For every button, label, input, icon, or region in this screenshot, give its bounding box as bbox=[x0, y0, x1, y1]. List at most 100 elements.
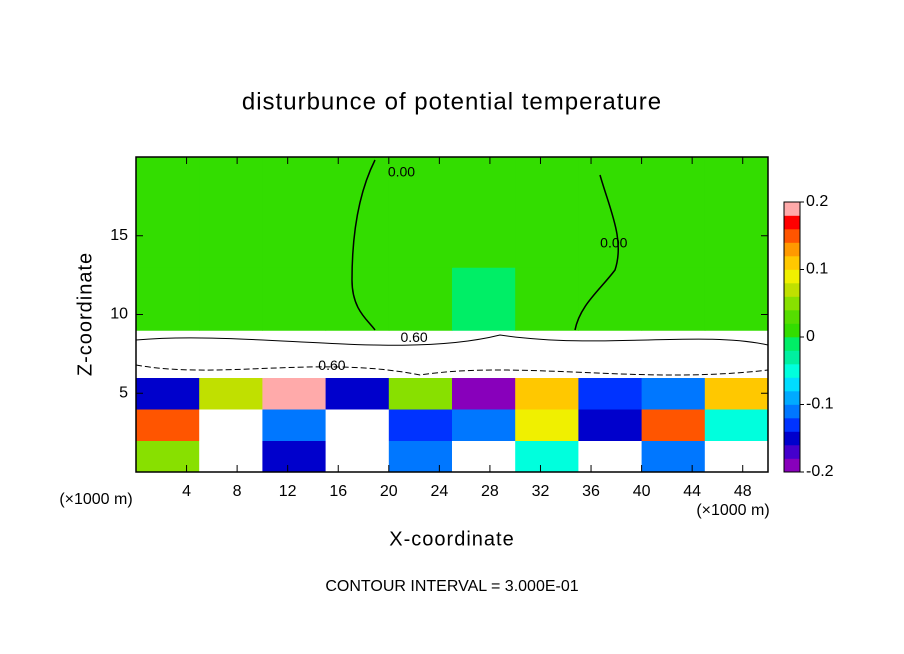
cell bbox=[388, 409, 453, 441]
cell bbox=[388, 440, 453, 473]
cell bbox=[641, 346, 706, 378]
cell bbox=[325, 346, 390, 378]
cell bbox=[515, 330, 579, 347]
colorbar-swatch bbox=[784, 391, 800, 405]
x-tick-label: 20 bbox=[380, 483, 398, 500]
cell bbox=[388, 377, 453, 410]
colorbar-swatch bbox=[784, 215, 800, 230]
x-tick-label: 12 bbox=[279, 483, 297, 500]
contour-label: 0.00 bbox=[388, 163, 415, 179]
cell bbox=[515, 346, 579, 378]
cell bbox=[515, 409, 579, 441]
cell bbox=[452, 440, 516, 473]
cell bbox=[388, 157, 453, 268]
contour-label: 0.60 bbox=[318, 357, 345, 373]
cell bbox=[199, 440, 263, 473]
x-unit-right: (×1000 m) bbox=[696, 502, 769, 519]
contour-label: 0.00 bbox=[600, 234, 627, 250]
cell bbox=[325, 440, 390, 473]
cell bbox=[262, 267, 327, 331]
cell bbox=[199, 377, 263, 410]
cell bbox=[641, 409, 706, 441]
x-axis-label: X-coordinate bbox=[389, 528, 514, 550]
cell bbox=[515, 440, 579, 473]
cell bbox=[262, 330, 327, 347]
cell bbox=[136, 377, 200, 410]
cell bbox=[136, 440, 200, 473]
cell bbox=[704, 157, 769, 268]
colorbar-swatch bbox=[784, 445, 800, 459]
colorbar-swatch bbox=[784, 229, 800, 243]
y-tick-label: 5 bbox=[119, 384, 128, 401]
cell bbox=[578, 440, 643, 473]
colorbar-swatch bbox=[784, 404, 800, 419]
cell bbox=[199, 409, 263, 441]
colorbar-tick-label: 0.1 bbox=[806, 261, 828, 278]
cell bbox=[388, 346, 453, 378]
cell bbox=[641, 330, 706, 347]
cell bbox=[578, 157, 643, 268]
cell bbox=[641, 267, 706, 331]
colorbar-swatch bbox=[784, 364, 800, 378]
colorbar-tick-label: -0.2 bbox=[806, 463, 834, 480]
colorbar-swatch bbox=[784, 337, 800, 351]
annotations: 0.00 0.00 0.60 0.60 bbox=[318, 163, 627, 373]
colorbar-swatch bbox=[784, 269, 800, 284]
cell bbox=[452, 409, 516, 441]
cell bbox=[452, 267, 516, 331]
x-tick-label: 16 bbox=[329, 483, 347, 500]
cell bbox=[325, 409, 390, 441]
cell bbox=[388, 267, 453, 331]
x-tick-label: 48 bbox=[734, 483, 752, 500]
cell bbox=[578, 267, 643, 331]
cell bbox=[578, 346, 643, 378]
contour-line bbox=[351, 159, 376, 331]
cell bbox=[325, 377, 390, 410]
cell bbox=[578, 330, 643, 347]
colorbar-swatch bbox=[784, 377, 800, 392]
cell bbox=[515, 157, 579, 268]
field bbox=[136, 157, 769, 473]
colorbar-swatch bbox=[784, 310, 800, 324]
cell bbox=[136, 409, 200, 441]
cell bbox=[704, 346, 769, 378]
x-tick-label: 32 bbox=[532, 483, 550, 500]
cell bbox=[704, 267, 769, 331]
cell bbox=[325, 330, 390, 347]
cell bbox=[704, 409, 769, 441]
colorbar-swatch bbox=[784, 202, 800, 216]
x-tick-label: 4 bbox=[182, 483, 191, 500]
colorbar-swatch bbox=[784, 242, 800, 257]
colorbar-tick-label: 0.2 bbox=[806, 193, 828, 210]
cell bbox=[704, 377, 769, 410]
y-tick-label: 10 bbox=[110, 306, 128, 323]
colorbar-swatch bbox=[784, 296, 800, 311]
colorbar-swatch bbox=[784, 458, 800, 473]
cell bbox=[136, 157, 200, 268]
cell bbox=[262, 409, 327, 441]
x-tick-label: 36 bbox=[582, 483, 600, 500]
y-axis-label: Z-coordinate bbox=[74, 252, 96, 376]
colorbar: -0.2 -0.1 0 0.1 0.2 bbox=[783, 193, 834, 480]
colorbar-swatch bbox=[784, 431, 800, 446]
contour-line bbox=[574, 174, 619, 331]
chart-title: disturbunce of potential temperature bbox=[242, 88, 662, 115]
cell bbox=[388, 330, 453, 347]
footnote: CONTOUR INTERVAL = 3.000E-01 bbox=[325, 578, 578, 595]
cell bbox=[262, 377, 327, 410]
colorbar-swatch bbox=[784, 283, 800, 297]
cell bbox=[704, 440, 769, 473]
cell bbox=[199, 157, 263, 268]
cell bbox=[515, 267, 579, 331]
cell bbox=[641, 377, 706, 410]
cell bbox=[641, 440, 706, 473]
y-tick-label: 15 bbox=[110, 227, 128, 244]
contour-line bbox=[135, 334, 769, 346]
cell bbox=[452, 346, 516, 378]
cell bbox=[262, 440, 327, 473]
x-unit-left: (×1000 m) bbox=[59, 491, 132, 508]
x-tick-label: 44 bbox=[683, 483, 701, 500]
cell bbox=[199, 267, 263, 331]
x-tick-label: 40 bbox=[633, 483, 651, 500]
